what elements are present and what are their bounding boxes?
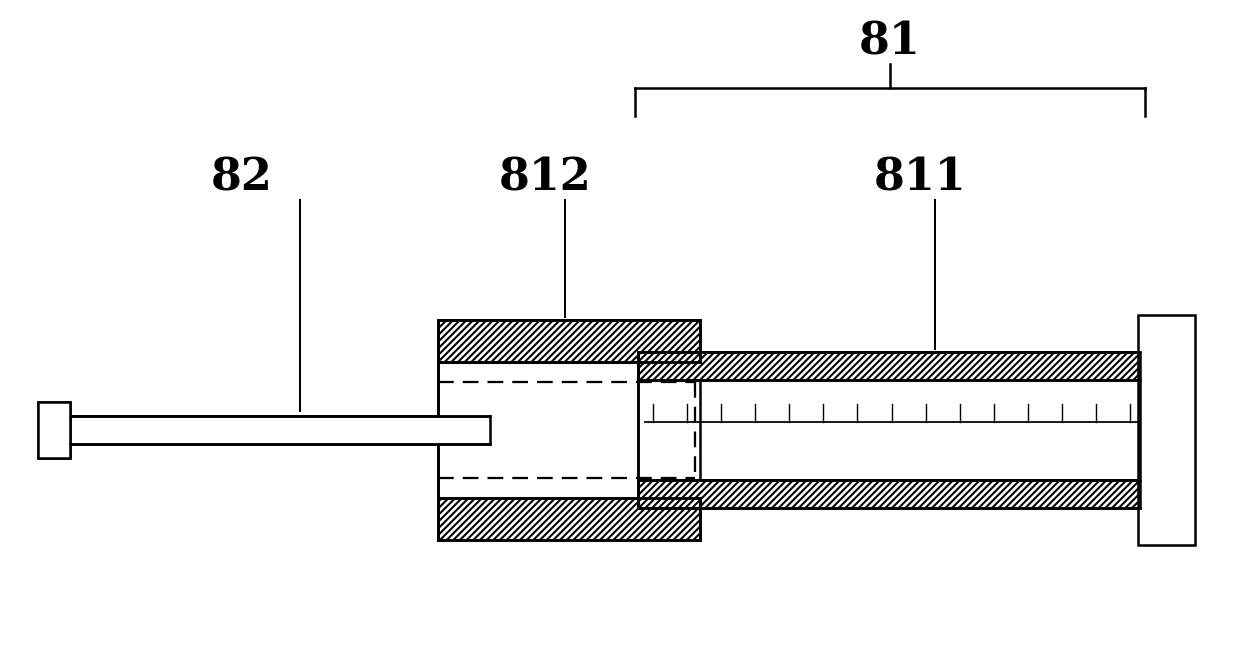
Bar [639,380,1140,480]
Bar [38,402,69,458]
Bar [69,416,490,444]
Bar [1138,315,1195,545]
Text: 811: 811 [874,156,966,200]
Bar [69,416,490,444]
Text: 812: 812 [498,156,591,200]
Text: 81: 81 [859,21,921,63]
Bar [438,498,701,540]
Text: 82: 82 [211,156,273,200]
Bar [639,352,1140,380]
Bar [438,362,701,498]
Bar [38,402,69,458]
Bar [438,320,701,362]
Bar [639,480,1140,508]
